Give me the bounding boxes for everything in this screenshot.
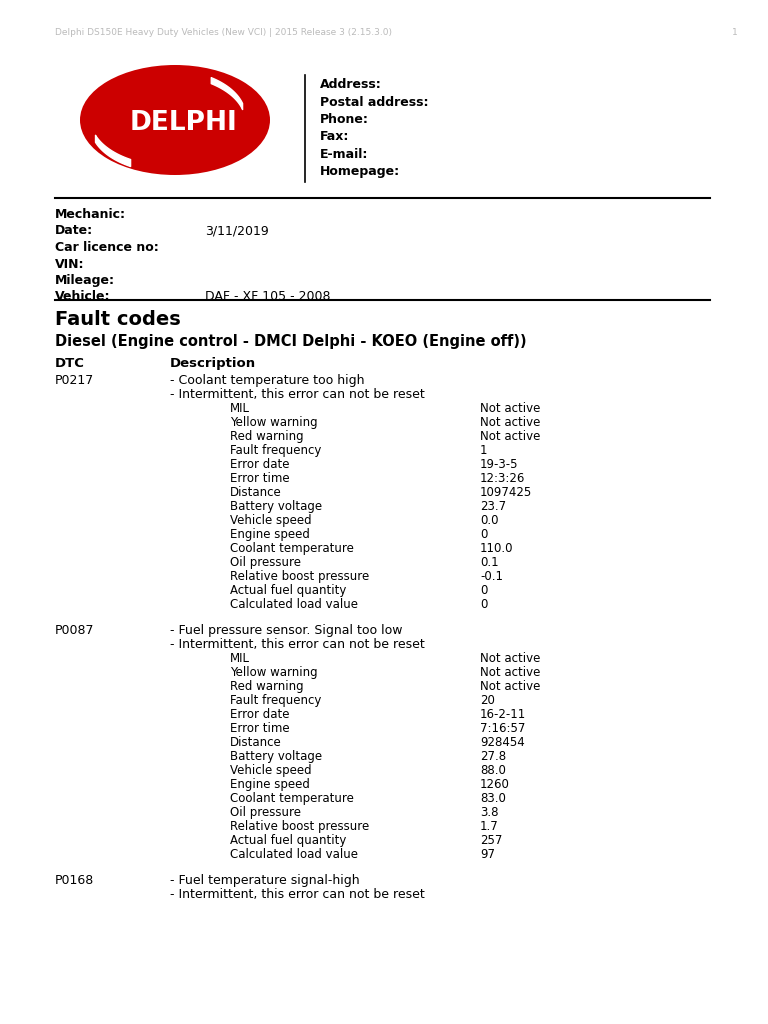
Text: P0217: P0217	[55, 374, 94, 387]
Text: 3/11/2019: 3/11/2019	[205, 224, 269, 238]
Text: MIL: MIL	[230, 652, 250, 665]
Text: 1: 1	[480, 444, 488, 457]
Text: Distance: Distance	[230, 486, 282, 499]
Text: Car licence no:: Car licence no:	[55, 241, 159, 254]
Text: Vehicle speed: Vehicle speed	[230, 514, 312, 527]
Text: Not active: Not active	[480, 680, 541, 693]
Text: DAF - XF 105 - 2008: DAF - XF 105 - 2008	[205, 291, 330, 303]
Text: - Fuel temperature signal-high: - Fuel temperature signal-high	[170, 874, 359, 887]
Text: VIN:: VIN:	[55, 257, 84, 270]
Text: - Coolant temperature too high: - Coolant temperature too high	[170, 374, 365, 387]
Text: Engine speed: Engine speed	[230, 528, 310, 541]
Text: Fax:: Fax:	[320, 130, 349, 143]
Text: 1097425: 1097425	[480, 486, 532, 499]
Text: E-mail:: E-mail:	[320, 148, 369, 161]
Text: 19-3-5: 19-3-5	[480, 458, 518, 471]
Text: 1260: 1260	[480, 778, 510, 791]
Text: Address:: Address:	[320, 78, 382, 91]
Text: 0.0: 0.0	[480, 514, 498, 527]
Ellipse shape	[80, 65, 270, 175]
Text: 3.8: 3.8	[480, 806, 498, 819]
Text: Not active: Not active	[480, 402, 541, 415]
Text: Vehicle speed: Vehicle speed	[230, 764, 312, 777]
Text: Distance: Distance	[230, 736, 282, 749]
Text: 27.8: 27.8	[480, 750, 506, 763]
Text: 16-2-11: 16-2-11	[480, 708, 526, 721]
Text: - Intermittent, this error can not be reset: - Intermittent, this error can not be re…	[170, 638, 425, 651]
Text: Engine speed: Engine speed	[230, 778, 310, 791]
Text: 928454: 928454	[480, 736, 525, 749]
Text: 0: 0	[480, 528, 488, 541]
Text: Vehicle:: Vehicle:	[55, 291, 111, 303]
Text: 88.0: 88.0	[480, 764, 506, 777]
Text: DELPHI: DELPHI	[129, 110, 237, 136]
Text: Oil pressure: Oil pressure	[230, 806, 301, 819]
Text: 7:16:57: 7:16:57	[480, 722, 525, 735]
Text: 12:3:26: 12:3:26	[480, 472, 525, 485]
Text: P0168: P0168	[55, 874, 94, 887]
Text: Phone:: Phone:	[320, 113, 369, 126]
Text: Fault frequency: Fault frequency	[230, 444, 321, 457]
Text: - Fuel pressure sensor. Signal too low: - Fuel pressure sensor. Signal too low	[170, 624, 402, 637]
Text: 1: 1	[732, 28, 738, 37]
Text: 0.1: 0.1	[480, 556, 498, 569]
Text: Relative boost pressure: Relative boost pressure	[230, 820, 369, 833]
Text: 83.0: 83.0	[480, 792, 506, 805]
Text: Fault codes: Fault codes	[55, 310, 180, 329]
Text: Diesel (Engine control - DMCI Delphi - KOEO (Engine off)): Diesel (Engine control - DMCI Delphi - K…	[55, 334, 527, 349]
Text: Description: Description	[170, 357, 256, 370]
Text: Actual fuel quantity: Actual fuel quantity	[230, 834, 346, 847]
Text: Not active: Not active	[480, 416, 541, 429]
Text: Homepage:: Homepage:	[320, 166, 400, 178]
Text: Mechanic:: Mechanic:	[55, 208, 126, 221]
Text: 1.7: 1.7	[480, 820, 498, 833]
Text: Battery voltage: Battery voltage	[230, 500, 322, 513]
Text: Red warning: Red warning	[230, 430, 303, 443]
Text: Error time: Error time	[230, 722, 290, 735]
Text: Error date: Error date	[230, 458, 290, 471]
Text: Mileage:: Mileage:	[55, 274, 115, 287]
Text: Battery voltage: Battery voltage	[230, 750, 322, 763]
Text: 110.0: 110.0	[480, 542, 514, 555]
Text: Relative boost pressure: Relative boost pressure	[230, 570, 369, 583]
Text: MIL: MIL	[230, 402, 250, 415]
Text: Postal address:: Postal address:	[320, 95, 429, 109]
Text: Not active: Not active	[480, 666, 541, 679]
Text: 23.7: 23.7	[480, 500, 506, 513]
Text: - Intermittent, this error can not be reset: - Intermittent, this error can not be re…	[170, 888, 425, 901]
Text: 0: 0	[480, 584, 488, 597]
Text: Actual fuel quantity: Actual fuel quantity	[230, 584, 346, 597]
Text: Yellow warning: Yellow warning	[230, 416, 318, 429]
Text: Calculated load value: Calculated load value	[230, 848, 358, 861]
Text: DTC: DTC	[55, 357, 85, 370]
Text: Fault frequency: Fault frequency	[230, 694, 321, 707]
Text: Not active: Not active	[480, 652, 541, 665]
Text: Error time: Error time	[230, 472, 290, 485]
Text: P0087: P0087	[55, 624, 94, 637]
Text: Not active: Not active	[480, 430, 541, 443]
Text: Oil pressure: Oil pressure	[230, 556, 301, 569]
Text: Coolant temperature: Coolant temperature	[230, 792, 354, 805]
Text: Yellow warning: Yellow warning	[230, 666, 318, 679]
Text: Calculated load value: Calculated load value	[230, 598, 358, 611]
Text: Coolant temperature: Coolant temperature	[230, 542, 354, 555]
Text: Delphi DS150E Heavy Duty Vehicles (New VCI) | 2015 Release 3 (2.15.3.0): Delphi DS150E Heavy Duty Vehicles (New V…	[55, 28, 392, 37]
Text: Error date: Error date	[230, 708, 290, 721]
Text: 97: 97	[480, 848, 495, 861]
Text: Red warning: Red warning	[230, 680, 303, 693]
Text: - Intermittent, this error can not be reset: - Intermittent, this error can not be re…	[170, 388, 425, 401]
Text: -0.1: -0.1	[480, 570, 503, 583]
Text: 257: 257	[480, 834, 502, 847]
Text: 0: 0	[480, 598, 488, 611]
Text: 20: 20	[480, 694, 495, 707]
Text: Date:: Date:	[55, 224, 93, 238]
